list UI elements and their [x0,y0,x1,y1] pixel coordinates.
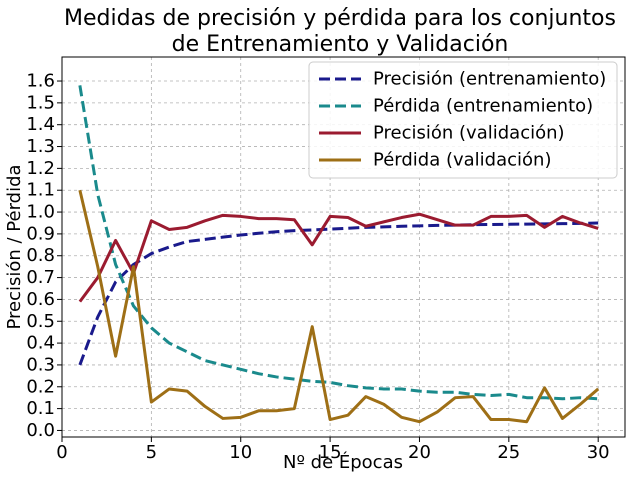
y-tick-label: 0.7 [26,267,55,288]
chart-title-line-1: Medidas de precisión y pérdida para los … [64,6,616,31]
y-tick-label: 0.0 [26,420,55,441]
legend-label-3: Precisión (validación) [373,123,565,144]
y-tick-label: 0.9 [26,223,55,244]
legend-label-1: Precisión (entrenamiento) [373,69,606,90]
y-tick-label: 0.8 [26,245,55,266]
legend: Precisión (entrenamiento) Pérdida (entren… [308,61,618,179]
y-axis-label: Precisión / Pérdida [4,164,25,329]
y-tick-label: 0.2 [26,376,55,397]
series-line-4 [78,189,600,424]
y-tick-label: 1.2 [26,158,55,179]
y-tick-label: 0.1 [26,398,55,419]
series-line-1 [78,221,599,366]
series-line-3 [78,212,599,303]
series-line-2 [78,85,599,401]
x-axis-ticks: 0 5 10 15 20 25 30 [56,437,610,463]
x-tick-label: 10 [229,442,252,463]
series-lines [78,85,600,424]
x-tick-label: 15 [319,442,342,463]
y-axis-ticks: 0.00.10.20.30.40.50.60.70.80.91.01.11.21… [26,71,62,441]
y-tick-label: 1.1 [26,180,55,201]
y-tick-label: 1.4 [26,114,55,135]
y-tick-label: 0.4 [26,333,55,354]
y-tick-label: 0.3 [26,354,55,375]
y-tick-label: 0.6 [26,289,55,310]
x-tick-label: 0 [56,442,67,463]
y-tick-label: 1.6 [26,71,55,92]
y-tick-label: 1.0 [26,202,55,223]
legend-label-2: Pérdida (entrenamiento) [373,96,593,117]
y-tick-label: 1.3 [26,136,55,157]
legend-label-4: Pérdida (validación) [373,150,551,171]
plot-frame [61,56,626,438]
legend-box [308,61,618,179]
x-tick-label: 20 [408,442,431,463]
x-tick-label: 30 [587,442,610,463]
chart-title-line-2: de Entrenamiento y Validación [172,32,509,57]
x-axis-label: Nº de Épocas [283,451,403,473]
y-tick-label: 1.5 [26,92,55,113]
x-tick-label: 25 [497,442,520,463]
y-tick-label: 0.5 [26,311,55,332]
x-tick-label: 5 [146,442,157,463]
